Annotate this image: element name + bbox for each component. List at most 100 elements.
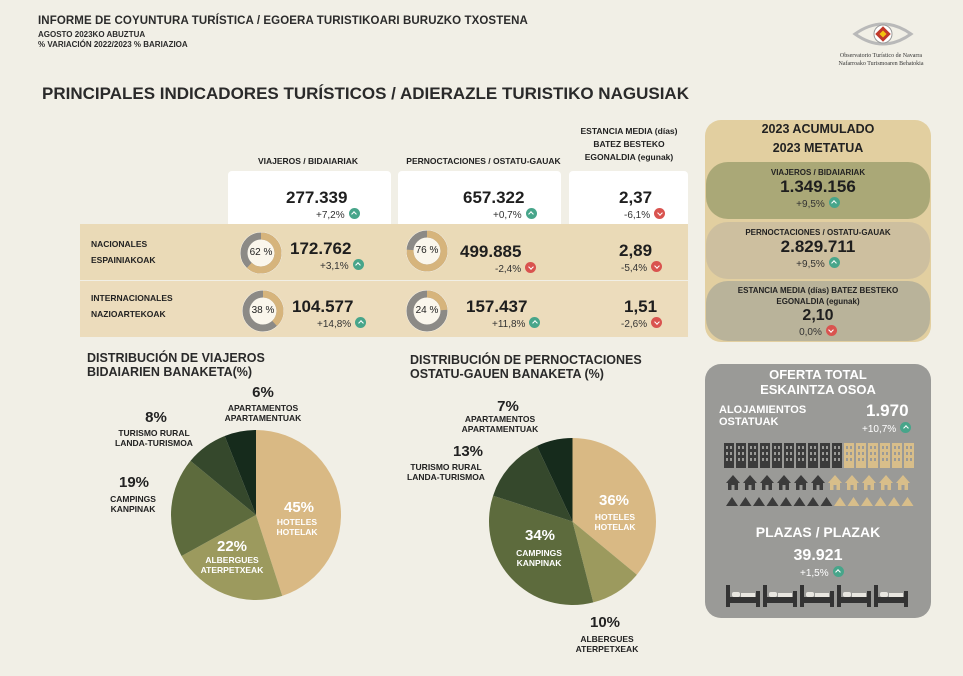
building-icon <box>832 443 842 468</box>
pie2-apartamentos-pct: 7% <box>497 398 519 415</box>
donut-share-arc <box>406 230 448 272</box>
offer-plazas-change: +1,5% <box>800 566 844 579</box>
logo-caption-eu: Nafarroako Turismoaren Behatokia <box>838 61 924 67</box>
row-nacionales <box>80 224 688 280</box>
pie1-rural-pct: 8% <box>145 409 167 426</box>
total-estancia-change: -6,1% <box>624 208 666 221</box>
tent-icon <box>753 497 765 506</box>
total-estancia: 2,37 <box>619 188 653 207</box>
house-icon <box>811 475 825 490</box>
pie-slice-turismo-rural <box>190 435 256 515</box>
up-arrow-icon <box>348 208 360 219</box>
building-icon <box>748 443 758 468</box>
house-icon <box>726 475 740 490</box>
building-icon <box>784 443 794 468</box>
accumulated-pernoctaciones-pill: PERNOCTACIONES / OSTATU-GAUAK 2.829.711 … <box>706 222 930 279</box>
tent-icon <box>780 497 792 506</box>
bed-icon <box>763 585 797 607</box>
pie-slice-hoteles <box>256 430 341 596</box>
house-icon <box>760 475 774 490</box>
total-pernoctaciones-change: +0,7% <box>493 208 537 221</box>
tent-icon <box>847 497 860 506</box>
bed-icon <box>837 585 871 607</box>
down-arrow-icon <box>651 261 663 272</box>
up-arrow-icon <box>832 566 844 577</box>
pie-slice-campings <box>489 495 594 605</box>
up-arrow-icon <box>355 317 367 328</box>
tent-icon <box>820 497 833 506</box>
nacionales-label: NACIONALES ESPAINIAKOAK <box>91 239 156 265</box>
total-viajeros-change: +7,2% <box>316 208 360 221</box>
pie2-title: DISTRIBUCIÓN DE PERNOCTACIONES OSTATU-GAU… <box>410 353 642 381</box>
tent-icon <box>807 497 819 506</box>
pie2-hoteles-pct: 36% <box>598 492 630 509</box>
offer-aloj-value: 1.970 <box>866 401 909 420</box>
total-pernoctaciones: 657.322 <box>463 188 525 207</box>
internacionales-estancia: 1,51 <box>624 297 658 316</box>
pie2-albergues-label: ALBERGUES ATERPETXEAK <box>575 634 639 654</box>
pie1-apartamentos-label: APARTAMENTOS APARTAMENTUAK <box>224 403 302 423</box>
donut-share-arc <box>240 232 282 274</box>
bed-icons <box>726 585 908 607</box>
offer-aloj-label: ALOJAMIENTOS OSTATUAK <box>719 404 807 428</box>
building-icon <box>904 443 914 468</box>
internacionales-viajeros-change: +14,8% <box>317 317 367 330</box>
col-estancia-header: ESTANCIA MEDIA (días) BATEZ BESTEKO EGON… <box>580 126 678 162</box>
report-note: % VARIACIÓN 2022/2023 % BARIAZIOA <box>38 40 188 49</box>
building-icon <box>796 443 806 468</box>
accumulated-estancia-change: 0,0% <box>706 325 930 338</box>
row-internacionales <box>80 281 688 337</box>
up-arrow-icon <box>828 197 840 208</box>
down-arrow-icon <box>825 325 837 336</box>
nacionales-estancia: 2,89 <box>619 241 653 260</box>
card-estancia <box>569 171 688 224</box>
nacionales-viajeros-change: +3,1% <box>320 259 364 272</box>
bed-icon <box>726 585 760 607</box>
pie-slice-campings <box>171 460 256 556</box>
accumulated-viajeros-change: +9,5% <box>706 197 930 210</box>
building-icon <box>868 443 878 468</box>
up-arrow-icon <box>828 257 840 268</box>
building-icon <box>880 443 890 468</box>
offer-title: OFERTA TOTAL ESKAINTZA OSOA <box>760 367 876 397</box>
accommodation-icons <box>724 443 914 506</box>
page-title: PRINCIPALES INDICADORES TURÍSTICOS / ADI… <box>42 84 689 103</box>
nacionales-pernoctaciones: 499.885 <box>460 242 522 261</box>
building-icon <box>820 443 830 468</box>
tent-icon <box>793 497 806 506</box>
house-icon <box>828 475 842 490</box>
tent-icon <box>766 497 779 506</box>
logo-caption-es: Observatorio Turístico de Navarra <box>839 53 923 59</box>
nacionales-estancia-change: -5,4% <box>621 261 663 274</box>
house-icon <box>896 475 910 490</box>
nacionales-viajeros-share: 62 % <box>249 247 273 258</box>
pie1-hoteles-label: HOTELES HOTELAK <box>276 517 318 537</box>
pie1-title: DISTRIBUCIÓN DE VIAJEROS BIDAIARIEN BANAK… <box>87 351 265 379</box>
building-icon <box>724 443 734 468</box>
pie-viajeros <box>171 430 341 600</box>
tent-icon <box>861 497 873 506</box>
up-arrow-icon <box>352 259 364 270</box>
accumulated-viajeros-value: 1.349.156 <box>780 177 856 196</box>
house-icon <box>777 475 791 490</box>
tent-icon <box>901 497 914 506</box>
total-viajeros: 277.339 <box>286 188 348 207</box>
tent-icon <box>834 497 846 506</box>
card-viajeros <box>228 171 391 224</box>
offer-panel <box>705 364 931 618</box>
col-pernoctaciones-header: PERNOCTACIONES / OSTATU-GAUAK <box>406 156 561 166</box>
pie2-hoteles-label: HOTELES HOTELAK <box>594 512 636 532</box>
pie2-campings-label: CAMPINGS KANPINAK <box>516 548 562 568</box>
pie-slice-albergues <box>572 521 637 603</box>
accumulated-estancia-value: 2,10 <box>802 307 834 324</box>
house-icon <box>862 475 876 490</box>
down-arrow-icon <box>651 317 663 328</box>
internacionales-viajeros: 104.577 <box>292 297 354 316</box>
accumulated-viajeros-pill: VIAJEROS / BIDAIARIAK 1.349.156 +9,5% <box>706 162 930 219</box>
bed-icon <box>800 585 834 607</box>
tent-icon <box>888 497 900 506</box>
house-icon <box>845 475 859 490</box>
pie2-rural-label: TURISMO RURAL LANDA-TURISMOA <box>407 462 485 482</box>
down-arrow-icon <box>654 208 666 219</box>
internacionales-pernoctaciones-donut <box>406 290 448 332</box>
